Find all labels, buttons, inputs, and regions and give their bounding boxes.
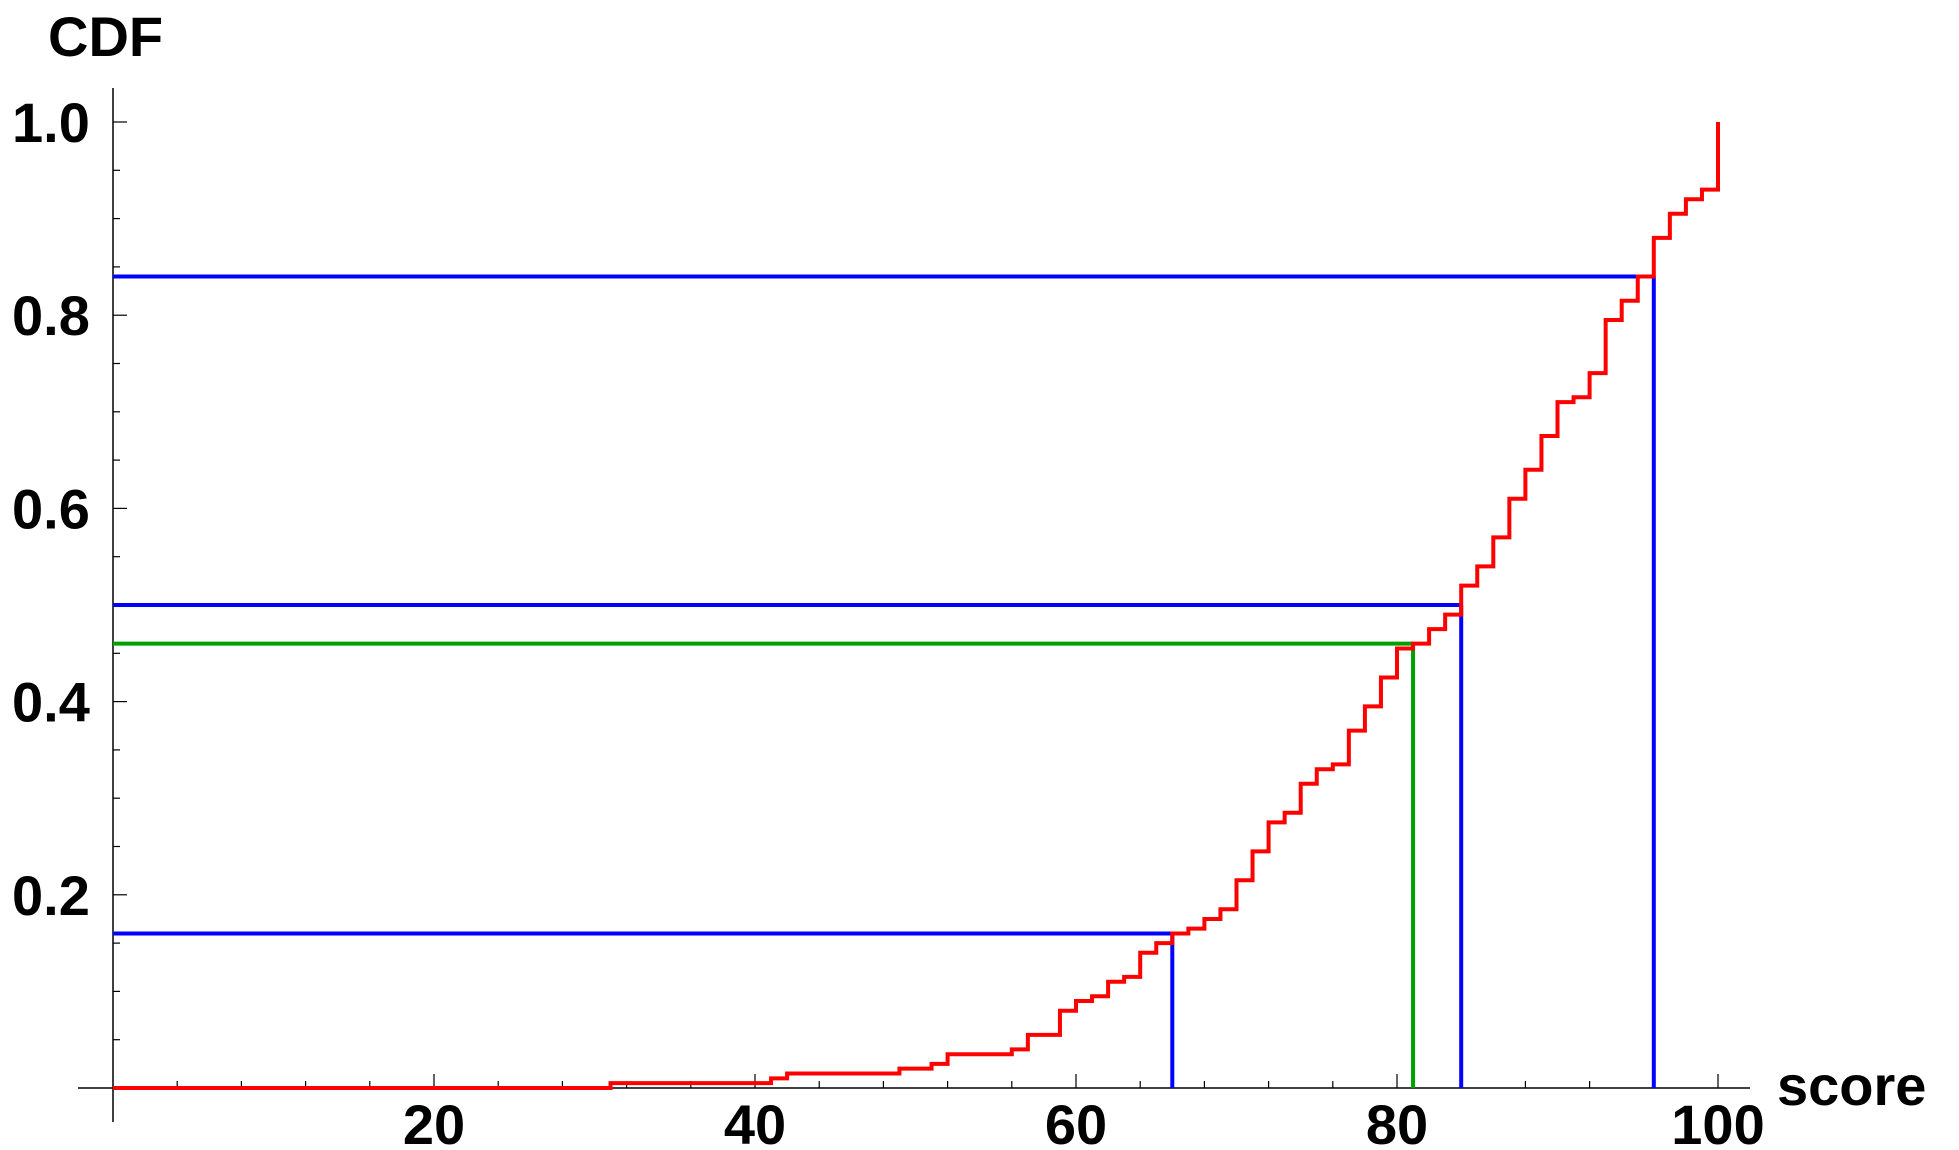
y-axis-label: CDF <box>48 5 163 68</box>
x-tick-label: 100 <box>1671 1093 1764 1150</box>
y-tick-label: 0.4 <box>12 671 90 734</box>
y-tick-label: 1.0 <box>12 91 90 154</box>
x-tick-label: 80 <box>1366 1093 1428 1150</box>
x-axis-label: score <box>1777 1054 1926 1117</box>
y-tick-label: 0.2 <box>12 864 90 927</box>
guide-lines <box>113 274 1656 1088</box>
series-layer <box>113 122 1720 1090</box>
x-tick-label: 60 <box>1045 1093 1107 1150</box>
x-tick-label: 20 <box>403 1093 465 1150</box>
y-tick-label: 0.8 <box>12 284 90 347</box>
y-tick-label: 0.6 <box>12 477 90 540</box>
cdf-step-line <box>113 122 1720 1090</box>
tick-labels: 20 40 60 80 100 0.2 0.4 0.6 0.8 1.0 <box>12 91 1765 1150</box>
x-tick-label: 40 <box>724 1093 786 1150</box>
